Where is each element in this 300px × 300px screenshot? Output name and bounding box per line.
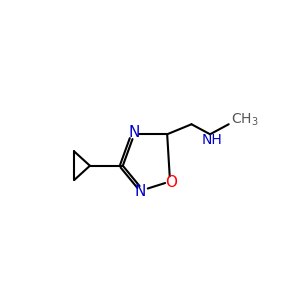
Text: CH$_3$: CH$_3$	[231, 112, 258, 128]
Text: N: N	[134, 184, 146, 199]
Text: NH: NH	[201, 133, 222, 147]
Text: N: N	[129, 125, 140, 140]
Text: O: O	[166, 176, 178, 190]
